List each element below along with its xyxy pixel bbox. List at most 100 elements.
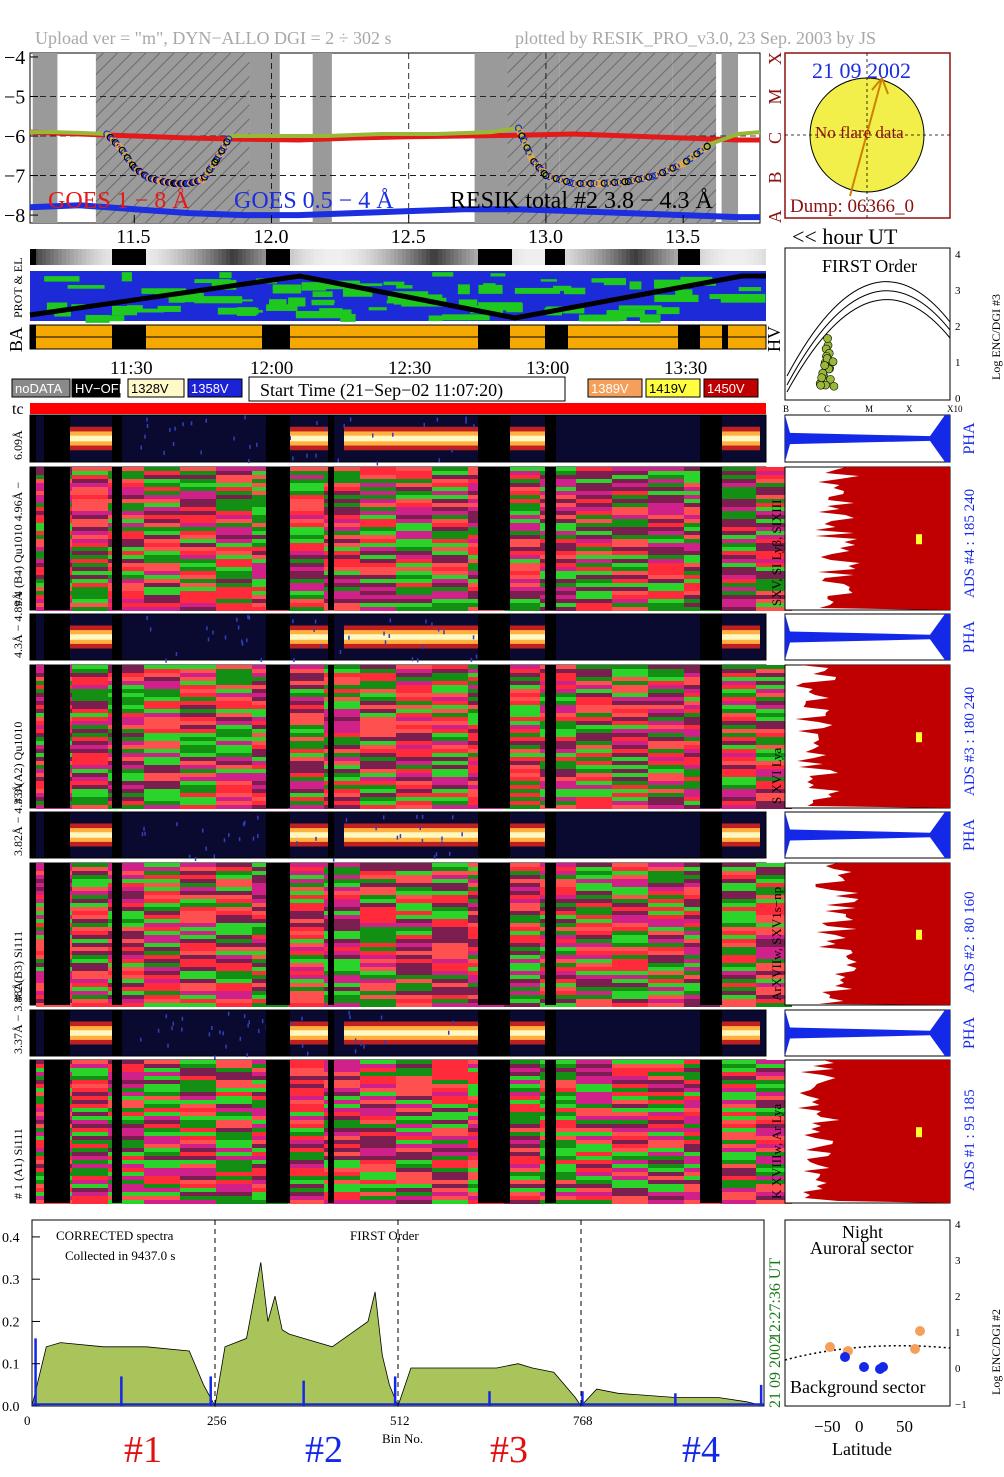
spectral-cell bbox=[72, 523, 108, 527]
spectral-cell bbox=[432, 487, 468, 491]
spectral-cell bbox=[216, 1136, 252, 1140]
spectral-cell bbox=[108, 887, 144, 891]
spectral-cell bbox=[144, 587, 180, 591]
spectral-cell bbox=[108, 1196, 144, 1200]
pha-noise bbox=[451, 448, 453, 453]
spectral-cell bbox=[72, 793, 108, 797]
spectral-cell bbox=[216, 551, 252, 555]
spectral-cell bbox=[504, 915, 540, 919]
spectral-cell bbox=[72, 665, 108, 669]
spectral-cell bbox=[396, 773, 432, 777]
spectral-cell bbox=[540, 863, 576, 867]
spectral-cell bbox=[648, 475, 684, 479]
spectral-cell bbox=[612, 805, 648, 809]
spectral-cell bbox=[540, 495, 576, 499]
spectral-cell bbox=[648, 547, 684, 551]
spectral-cell bbox=[324, 919, 360, 923]
spectral-cell bbox=[648, 555, 684, 559]
spectral-cell bbox=[396, 729, 432, 733]
spectral-cell bbox=[540, 987, 576, 991]
spectral-cell bbox=[612, 1176, 648, 1180]
spectral-cell bbox=[648, 1164, 684, 1168]
spectral-cell bbox=[756, 871, 792, 875]
spectral-cell bbox=[324, 551, 360, 555]
spectral-cell bbox=[396, 1128, 432, 1132]
spectral-cell bbox=[324, 709, 360, 713]
night-interval bbox=[32, 53, 58, 223]
spectral-cell bbox=[432, 1124, 468, 1128]
spectral-cell bbox=[432, 999, 468, 1003]
spectral-cell bbox=[612, 559, 648, 563]
elevation-cell bbox=[58, 249, 62, 265]
spectral-cell bbox=[72, 907, 108, 911]
spectral-cell bbox=[216, 563, 252, 567]
spectral-cell bbox=[756, 1084, 792, 1088]
resik-data-point bbox=[556, 175, 564, 184]
spectral-cell bbox=[360, 503, 396, 507]
spectral-cell bbox=[648, 1184, 684, 1188]
spectral-cell bbox=[144, 883, 180, 887]
spectral-cell bbox=[108, 793, 144, 797]
landmass bbox=[383, 281, 405, 286]
spectral-cell bbox=[324, 701, 360, 705]
elevation-cell bbox=[402, 249, 406, 265]
spectral-cell bbox=[576, 575, 612, 579]
spectral-cell bbox=[324, 555, 360, 559]
spectral-cell bbox=[504, 879, 540, 883]
spectral-cell bbox=[720, 793, 756, 797]
elevation-cell bbox=[322, 249, 326, 265]
elevation-cell bbox=[590, 249, 594, 265]
spectral-cell bbox=[756, 1088, 792, 1092]
spectral-cell bbox=[360, 555, 396, 559]
spectral-cell bbox=[432, 495, 468, 499]
pha-histogram bbox=[785, 1010, 950, 1056]
spectral-cell bbox=[648, 801, 684, 805]
spectral-cell bbox=[324, 769, 360, 773]
spectral-cell bbox=[432, 987, 468, 991]
spectral-cell bbox=[504, 745, 540, 749]
landmass bbox=[393, 298, 440, 305]
spectral-cell bbox=[216, 1064, 252, 1068]
spectral-cell bbox=[540, 943, 576, 947]
spectral-cell bbox=[432, 975, 468, 979]
spectral-cell bbox=[432, 701, 468, 705]
spectral-cell bbox=[504, 863, 540, 867]
spectral-cell bbox=[108, 935, 144, 939]
spectral-cell bbox=[216, 1188, 252, 1192]
spectral-cell bbox=[360, 543, 396, 547]
spectral-cell bbox=[432, 607, 468, 611]
spectral-cell bbox=[648, 503, 684, 507]
spectral-cell bbox=[360, 1108, 396, 1112]
spectral-cell bbox=[720, 975, 756, 979]
spectral-cell bbox=[288, 729, 324, 733]
spectral-cell bbox=[144, 1104, 180, 1108]
elevation-cell bbox=[438, 249, 442, 265]
spectral-cell bbox=[720, 697, 756, 701]
spectral-cell bbox=[612, 681, 648, 685]
spectral-cell bbox=[612, 1116, 648, 1120]
elevation-cell bbox=[582, 249, 586, 265]
spectral-cell bbox=[360, 765, 396, 769]
spectral-cell bbox=[540, 1172, 576, 1176]
ads-profile bbox=[795, 665, 950, 808]
spectral-cell bbox=[108, 871, 144, 875]
spectral-cell bbox=[432, 781, 468, 785]
spectral-cell bbox=[216, 677, 252, 681]
elevation-cell bbox=[474, 249, 478, 265]
spectral-cell bbox=[504, 1176, 540, 1180]
spectral-cell bbox=[432, 899, 468, 903]
spectral-cell bbox=[756, 527, 792, 531]
latitude-x-tick-label: −50 bbox=[814, 1417, 841, 1436]
spectral-cell bbox=[504, 539, 540, 543]
spectral-cell bbox=[324, 757, 360, 761]
spectral-cell bbox=[288, 773, 324, 777]
spectral-cell bbox=[396, 531, 432, 535]
spectral-cell bbox=[396, 475, 432, 479]
spectral-cell bbox=[504, 1072, 540, 1076]
elevation-cell bbox=[382, 249, 386, 265]
spectral-cell bbox=[576, 495, 612, 499]
spectral-cell bbox=[144, 903, 180, 907]
spectral-cell bbox=[396, 765, 432, 769]
spectral-gap bbox=[328, 467, 334, 610]
spectral-cell bbox=[720, 483, 756, 487]
